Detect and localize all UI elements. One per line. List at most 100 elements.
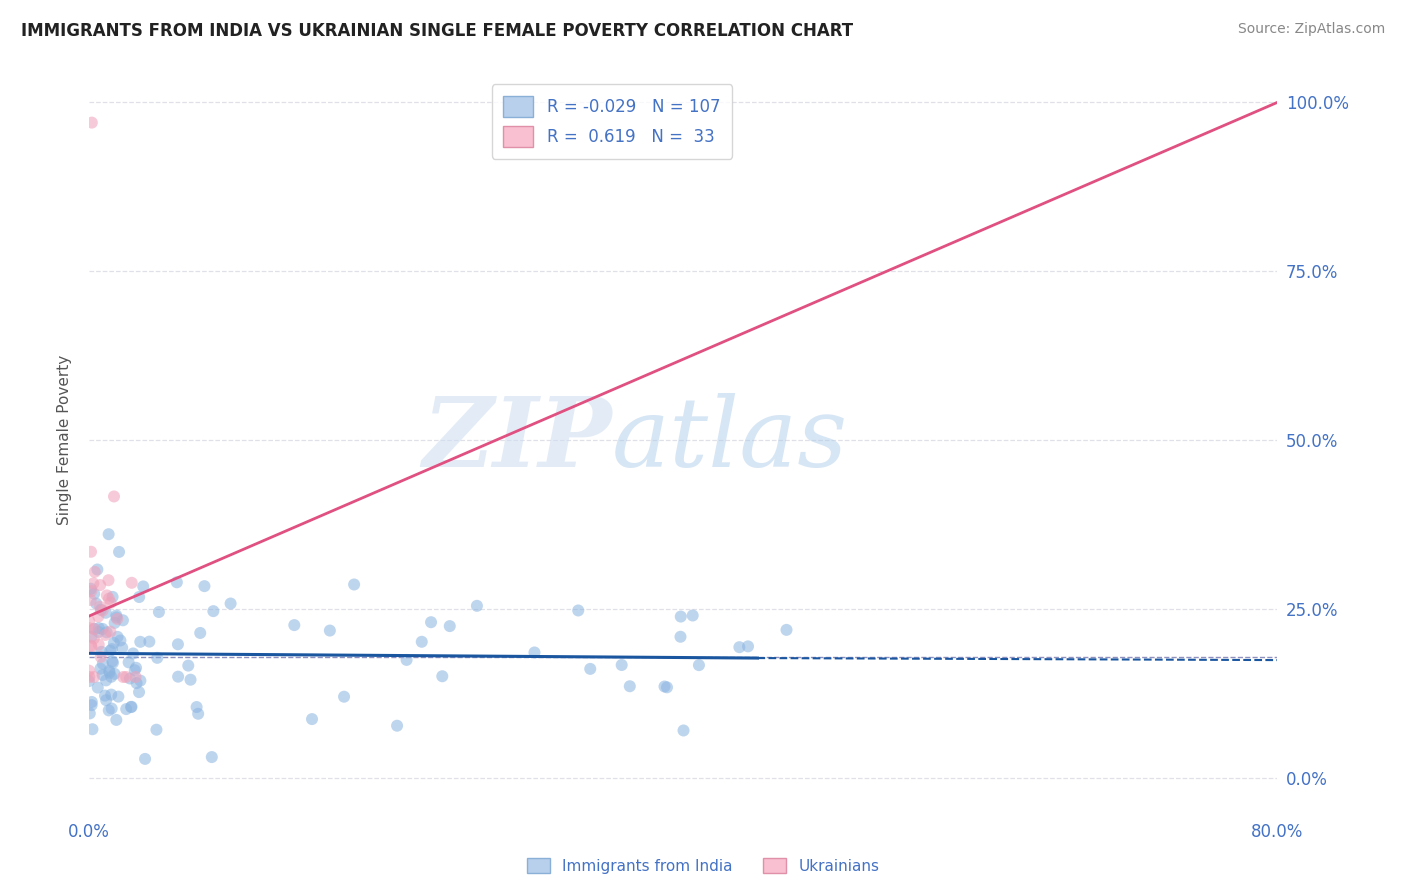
Point (79, 593, 101, 607)
Point (80, 630, 103, 644)
Point (125, 661, 148, 675)
Point (115, 670, 138, 684)
Point (83, 565, 105, 579)
Point (145, 723, 167, 737)
Point (82, 723, 104, 737)
Point (166, 575, 188, 590)
Point (80, 545, 103, 559)
Point (138, 634, 160, 648)
Point (121, 575, 143, 590)
Point (97, 591, 120, 606)
Text: atlas: atlas (612, 393, 848, 487)
Point (87, 624, 110, 639)
Point (91, 657, 114, 671)
Point (79, 670, 101, 684)
Point (84, 597, 107, 611)
Point (465, 599, 488, 613)
Point (655, 681, 678, 695)
Point (301, 712, 323, 726)
Point (385, 719, 408, 733)
Point (319, 624, 342, 638)
Point (87, 681, 110, 695)
Point (91, 603, 114, 617)
Point (219, 597, 242, 611)
Point (167, 670, 190, 684)
Point (86, 562, 108, 576)
Point (87, 638, 110, 652)
Point (177, 658, 200, 673)
Point (148, 605, 170, 619)
Point (395, 653, 418, 667)
Point (80, 698, 103, 713)
Point (111, 640, 134, 655)
Point (94, 689, 117, 703)
Point (129, 635, 152, 649)
Point (80, 640, 103, 654)
Point (100, 596, 122, 610)
Point (83, 622, 105, 636)
Point (104, 615, 127, 630)
Point (202, 604, 225, 618)
Point (83, 670, 105, 684)
Point (188, 626, 211, 640)
Point (775, 623, 797, 637)
Point (688, 658, 710, 673)
Point (146, 650, 169, 665)
Point (567, 603, 589, 617)
Point (103, 636, 125, 650)
Point (91, 622, 114, 636)
Point (654, 680, 676, 694)
Legend: Immigrants from India, Ukrainians: Immigrants from India, Ukrainians (520, 852, 886, 880)
Point (97, 703, 120, 717)
Point (98, 624, 121, 639)
Point (682, 608, 704, 623)
Point (610, 658, 633, 673)
Point (80, 584, 103, 599)
Text: ZIP: ZIP (422, 393, 612, 487)
Point (77, 674, 100, 689)
Point (82, 576, 104, 591)
Point (101, 654, 124, 668)
Point (117, 656, 139, 670)
Point (80, 639, 103, 653)
Point (97, 573, 120, 587)
Point (87, 621, 110, 635)
Point (167, 637, 190, 651)
Point (128, 590, 150, 604)
Point (121, 699, 143, 714)
Text: IMMIGRANTS FROM INDIA VS UKRAINIAN SINGLE FEMALE POVERTY CORRELATION CHART: IMMIGRANTS FROM INDIA VS UKRAINIAN SINGL… (21, 22, 853, 40)
Point (103, 667, 125, 681)
Point (94, 693, 117, 707)
Point (101, 590, 124, 604)
Point (90, 645, 112, 659)
Point (728, 640, 751, 655)
Point (186, 700, 208, 714)
Point (105, 608, 128, 623)
Point (94, 673, 117, 688)
Point (124, 663, 146, 677)
Point (193, 579, 215, 593)
Point (112, 670, 135, 684)
Point (80, 115, 103, 129)
Point (432, 669, 454, 683)
Point (124, 670, 146, 684)
Point (118, 672, 141, 686)
Point (98, 665, 121, 680)
Point (100, 688, 122, 702)
Point (96, 625, 118, 640)
Point (98, 644, 121, 658)
Y-axis label: Single Female Poverty: Single Female Poverty (58, 355, 72, 525)
Point (98, 664, 121, 678)
Point (100, 701, 122, 715)
Point (79, 706, 101, 721)
Point (115, 702, 138, 716)
Point (94, 628, 117, 642)
Point (619, 679, 641, 693)
Point (80, 695, 103, 709)
Point (91, 668, 114, 682)
Point (87, 609, 110, 624)
Point (83, 622, 105, 636)
Point (187, 706, 209, 721)
Point (737, 640, 759, 654)
Point (105, 713, 128, 727)
